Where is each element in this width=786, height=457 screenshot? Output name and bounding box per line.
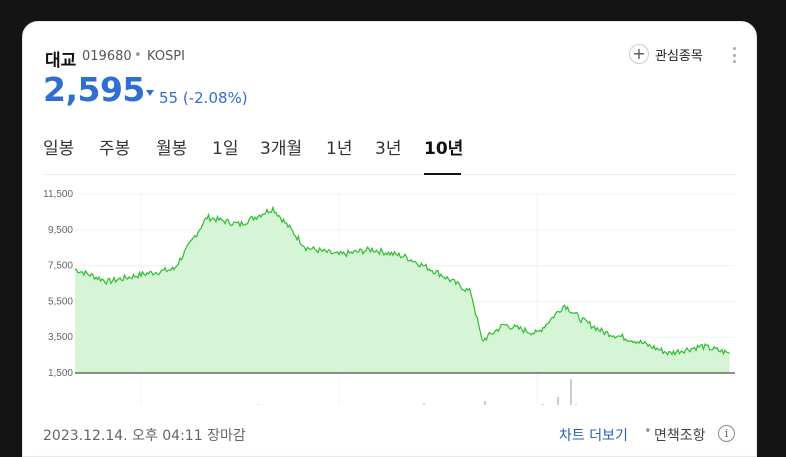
separator-dot: •: [134, 48, 142, 63]
y-tick-label: 1,500: [48, 368, 73, 379]
tabs-divider: [43, 174, 736, 175]
period-tabs: 일봉 주봉 월봉 1일 3개월 1년 3년 10년: [23, 134, 756, 174]
timestamp: 2023.12.14. 오후 04:11 장마감: [43, 428, 246, 444]
change-amount: 55: [159, 89, 179, 107]
chart-more-link[interactable]: 차트 더보기: [559, 428, 628, 444]
favorite-label: 관심종목: [655, 48, 703, 64]
y-tick-label: 7,500: [48, 261, 73, 272]
footer-separator: •: [644, 424, 652, 439]
change-percent: (-2.08%): [182, 89, 248, 107]
market-label: KOSPI: [147, 49, 185, 64]
tab-weekly[interactable]: 주봉: [99, 139, 131, 159]
tab-monthly[interactable]: 월봉: [156, 139, 188, 159]
y-tick-label: 5,500: [48, 296, 73, 307]
price-area: [75, 207, 730, 373]
disclaimer-link[interactable]: 면책조항: [654, 428, 706, 444]
tab-daily[interactable]: 일봉: [43, 139, 75, 159]
down-arrow-icon: [146, 90, 154, 96]
price-change: 55 (-2.08%): [159, 89, 248, 107]
tab-3y[interactable]: 3년: [375, 139, 402, 159]
active-tab-indicator: [424, 173, 461, 175]
stock-card: 대교 019680 • KOSPI + 관심종목 2,595 55 (-2.08…: [22, 21, 757, 457]
info-icon[interactable]: i: [718, 425, 735, 442]
price-line: [74, 205, 730, 356]
add-favorite-button[interactable]: + 관심종목: [629, 44, 703, 64]
y-tick-label: 9,500: [48, 225, 73, 236]
stock-name[interactable]: 대교: [45, 51, 77, 71]
tab-1d[interactable]: 1일: [212, 139, 239, 159]
tab-10y[interactable]: 10년: [424, 139, 464, 159]
tab-1y[interactable]: 1년: [326, 139, 353, 159]
tab-3m[interactable]: 3개월: [260, 139, 303, 159]
y-tick-label: 3,500: [48, 332, 73, 343]
more-vertical-icon[interactable]: [729, 45, 739, 65]
current-price: 2,595: [43, 70, 145, 109]
y-tick-label: 11,500: [43, 189, 73, 200]
stock-code: 019680: [82, 49, 132, 64]
plus-circle-icon: +: [629, 44, 649, 64]
price-chart[interactable]: 11,5009,5007,5005,5003,5001,5002015/0120…: [23, 175, 757, 405]
